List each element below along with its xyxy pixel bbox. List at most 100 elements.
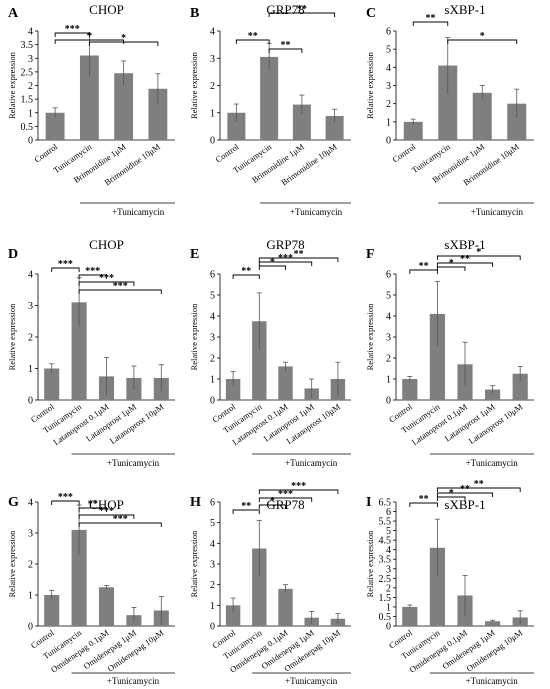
significance-bracket: [78, 281, 135, 286]
y-tick-label: 2.5: [379, 574, 392, 585]
significance-bracket: [258, 504, 286, 509]
bar-control: [403, 121, 423, 140]
y-tick-label: 2: [386, 583, 391, 594]
significance-bracket: [258, 265, 286, 270]
y-tick-label: 0.5: [379, 612, 392, 623]
y-axis-label: Relative expression: [365, 530, 375, 598]
significance-label: ***: [85, 266, 100, 277]
y-tick-label: 3: [210, 54, 215, 65]
bar-tunicamycin: [71, 529, 87, 626]
bar-omidenepag-0-1-m: [278, 588, 293, 626]
y-tick-label: 2: [28, 333, 33, 344]
significance-label: *: [270, 496, 275, 507]
y-tick-label: 1: [386, 117, 391, 128]
group-label: +Tunicamycin: [107, 676, 160, 686]
significance-label: ***: [65, 24, 80, 35]
bar-tunicamycin: [71, 302, 87, 400]
panel-letter: E: [190, 247, 199, 262]
significance-label: ***: [58, 492, 73, 503]
chart-title: sXBP-1: [444, 237, 485, 252]
significance-bracket: [409, 269, 438, 274]
y-axis-label: Relative expression: [189, 51, 199, 119]
significance-bracket: [268, 12, 336, 17]
significance-bracket: [51, 267, 80, 272]
y-tick-label: 2: [386, 354, 391, 365]
y-tick-label: 5: [386, 45, 391, 56]
y-tick-label: 4: [28, 498, 33, 509]
y-tick-label: 3.5: [379, 555, 392, 566]
chart-title: GRP78: [266, 237, 304, 252]
y-tick-label: 6: [210, 498, 215, 509]
bar-latanoprost-1-m: [485, 389, 501, 400]
chart-title: GRP78: [266, 497, 304, 512]
group-label: +Tunicamycin: [471, 207, 524, 217]
bar-omidenepag-0-1-m: [98, 587, 115, 626]
y-axis-label: Relative expression: [7, 530, 17, 598]
y-axis-label: Relative expression: [189, 530, 199, 598]
y-tick-label: 6: [386, 507, 391, 518]
significance-label: *: [270, 257, 275, 268]
y-axis-label: Relative expression: [7, 303, 17, 371]
y-tick-label: 1: [28, 108, 33, 119]
significance-bracket: [78, 514, 135, 519]
y-tick-label: 3: [210, 560, 215, 571]
bar-control: [402, 379, 418, 400]
significance-bracket: [436, 492, 494, 497]
y-axis-label: Relative expression: [189, 303, 199, 371]
y-tick-label: 3: [210, 333, 215, 344]
y-tick-label: 1: [210, 108, 215, 119]
chart-title: CHOP: [89, 237, 124, 252]
significance-bracket: [232, 274, 260, 279]
bar-tunicamycin: [429, 547, 445, 626]
bar-latanoprost-0-1-m: [278, 366, 293, 400]
significance-label: **: [241, 266, 251, 277]
y-tick-label: 4: [28, 27, 33, 38]
significance-label: *: [480, 31, 485, 42]
x-tick-label: Control: [32, 141, 60, 164]
panel-letter: G: [8, 495, 19, 510]
x-tick-label: Control: [214, 141, 242, 164]
y-tick-label: 1: [28, 591, 33, 602]
y-tick-label: 1.5: [379, 593, 392, 604]
significance-label: ***: [99, 506, 114, 517]
significance-label: ***: [278, 253, 293, 264]
significance-bracket: [235, 39, 270, 44]
y-tick-label: 0: [386, 622, 391, 633]
significance-label: ***: [291, 481, 306, 492]
y-tick-label: 3: [386, 333, 391, 344]
y-tick-label: 3: [28, 529, 33, 540]
y-tick-label: 0: [28, 622, 33, 633]
significance-bracket: [258, 497, 313, 502]
significance-bracket: [232, 509, 260, 514]
y-tick-label: 1: [28, 364, 33, 375]
bar-tunicamycin: [260, 56, 279, 141]
y-tick-label: 3.5: [21, 40, 34, 51]
y-tick-label: 0: [386, 136, 391, 147]
significance-bracket: [412, 21, 449, 26]
y-tick-label: 3: [28, 54, 33, 65]
panel-letter: C: [366, 6, 376, 21]
bar-control: [44, 368, 60, 400]
group-label: +Tunicamycin: [112, 207, 165, 217]
y-tick-label: 1.5: [21, 95, 34, 106]
y-tick-label: 0.5: [21, 122, 34, 133]
x-tick-label: Brimonidine 10μM: [279, 141, 339, 187]
panel-letter: D: [8, 247, 18, 262]
significance-label: **: [281, 40, 291, 51]
y-axis-label: Relative expression: [365, 51, 375, 119]
panel-letter: B: [190, 6, 199, 21]
y-tick-label: 0: [210, 622, 215, 633]
y-tick-label: 5: [386, 526, 391, 537]
bar-tunicamycin: [429, 313, 445, 400]
significance-label: *: [449, 258, 454, 269]
y-tick-label: 3: [28, 301, 33, 312]
y-tick-label: 1: [386, 602, 391, 613]
significance-bracket: [436, 496, 466, 501]
significance-label: **: [297, 4, 307, 15]
significance-label: **: [419, 494, 429, 505]
